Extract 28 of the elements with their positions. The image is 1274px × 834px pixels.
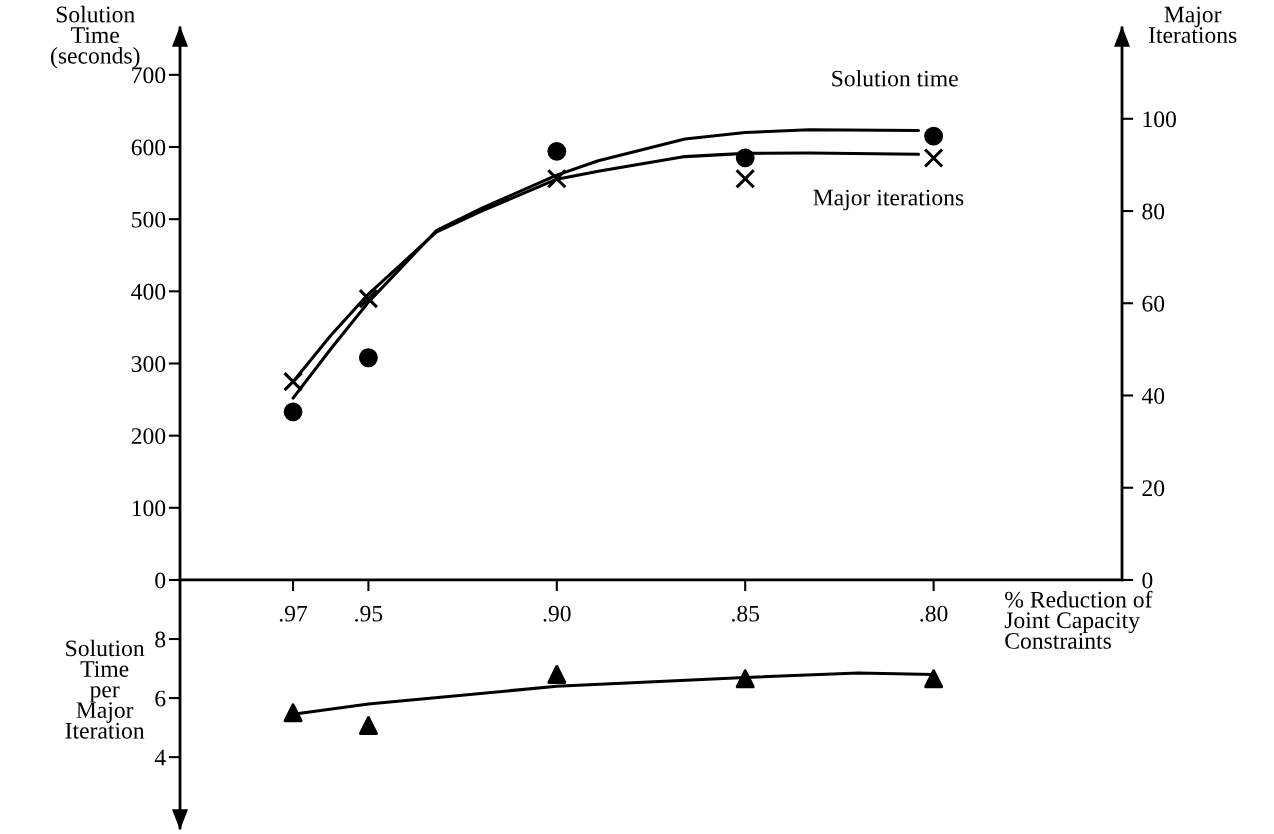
y-tick-label: 400 xyxy=(131,283,166,300)
y-tick-label: 0 xyxy=(155,572,166,589)
y-tick-label: 600 xyxy=(131,139,166,156)
y-tick-label: 8 xyxy=(155,631,166,648)
y-tick-label: 700 xyxy=(132,67,166,84)
series-label: Major iterations xyxy=(813,189,964,211)
y-tick-label: 300 xyxy=(131,355,166,372)
x-axis-title: % Reduction of Joint Capacity Constraints xyxy=(1004,590,1153,649)
y2-tick-label: 20 xyxy=(1142,480,1165,497)
y-axis-title: Solution Time per Major Iteration xyxy=(65,639,145,739)
y2-tick-label: 0 xyxy=(1142,572,1153,589)
x-tick-label: .90 xyxy=(543,605,571,622)
text: Solution time xyxy=(832,69,958,87)
y-tick-label: 200 xyxy=(131,428,166,445)
x-tick-label: .97 xyxy=(279,605,308,622)
y2-tick-label: 40 xyxy=(1141,387,1165,404)
y2-tick-label: 80 xyxy=(1142,203,1165,220)
y-tick-label: 4 xyxy=(154,749,166,766)
y-tick-label: 6 xyxy=(155,690,166,707)
y-axis-title: Solution Time (seconds) xyxy=(51,5,140,69)
y2-tick-label: 60 xyxy=(1142,295,1165,312)
x-tick-label: .85 xyxy=(732,605,760,622)
x-tick-label: .80 xyxy=(920,605,948,622)
y-tick-label: 100 xyxy=(132,500,166,517)
y2-tick-label: 100 xyxy=(1143,111,1176,128)
y2-axis-title: Major Iterations xyxy=(1148,6,1237,44)
x-tick-label: .95 xyxy=(355,605,383,622)
y-tick-label: 500 xyxy=(132,211,166,228)
